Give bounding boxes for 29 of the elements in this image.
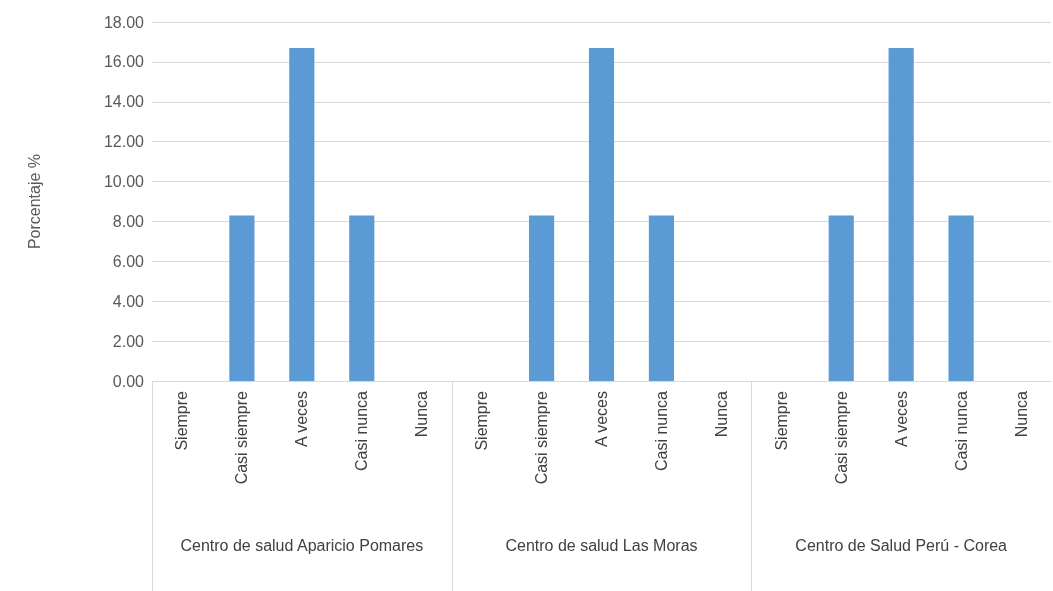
x-tick-label: Casi siempre xyxy=(533,390,551,485)
x-tick-label: Casi nunca xyxy=(952,390,970,472)
y-axis-title: Porcentaje % xyxy=(25,153,43,250)
x-tick-label: Siempre xyxy=(473,390,491,451)
x-tick-label: Casi nunca xyxy=(652,390,670,472)
x-tick-label: Siempre xyxy=(772,390,790,451)
text: Centro de Salud Perú - Corea xyxy=(795,536,1008,554)
y-tick-label: 12.00 xyxy=(103,133,145,151)
y-tick-label: 10.00 xyxy=(103,173,145,191)
y-tick-label: 18.00 xyxy=(103,13,145,31)
x-tick-label: Nunca xyxy=(1012,390,1030,438)
y-tick-label: 0.00 xyxy=(112,372,145,390)
x-tick-label: Nunca xyxy=(712,390,730,438)
x-tick-label: A veces xyxy=(293,391,311,448)
y-tick-label: 14.00 xyxy=(103,93,145,111)
x-tick-label: Casi siempre xyxy=(233,390,251,485)
x-tick-label: Casi nunca xyxy=(353,390,371,472)
text: Centro de salud Las Moras xyxy=(505,536,698,554)
x-tick-label: A veces xyxy=(593,391,610,448)
y-tick-label: 6.00 xyxy=(112,252,145,270)
y-tick-label: 2.00 xyxy=(112,332,145,350)
y-tick-label: 16.00 xyxy=(103,53,145,71)
x-tick-label: Siempre xyxy=(173,390,191,451)
y-tick-label: 4.00 xyxy=(112,292,145,310)
y-tick-label: 8.00 xyxy=(112,212,145,230)
text: Centro de salud Aparicio Pomares xyxy=(180,536,424,554)
x-tick-label: Nunca xyxy=(413,390,431,438)
x-tick-label: Casi siempre xyxy=(832,390,850,485)
x-tick-label: A veces xyxy=(892,391,910,448)
